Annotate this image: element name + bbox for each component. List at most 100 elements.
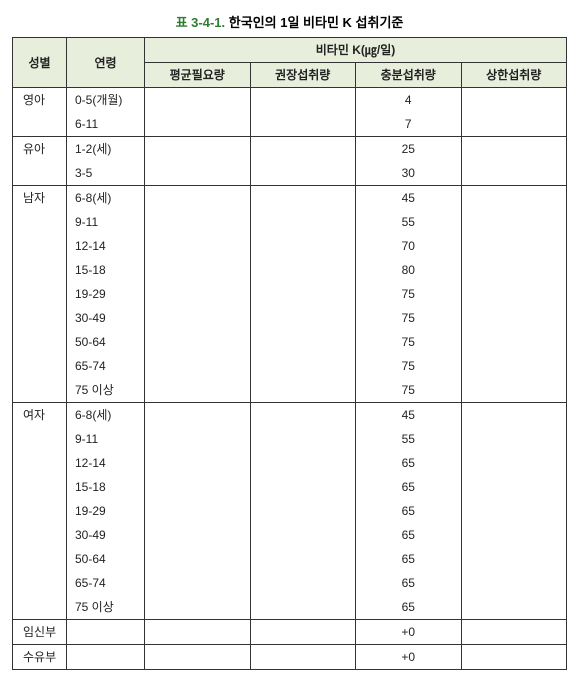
table-row: 50-6465 — [13, 547, 567, 571]
rec-cell — [250, 451, 356, 475]
avg-cell — [145, 451, 251, 475]
rec-cell — [250, 547, 356, 571]
avg-cell — [145, 378, 251, 403]
ade-cell: 75 — [356, 378, 462, 403]
ade-cell: 65 — [356, 475, 462, 499]
age-cell: 19-29 — [67, 499, 145, 523]
ade-cell: 65 — [356, 451, 462, 475]
table-row: 임신부+0 — [13, 620, 567, 645]
avg-cell — [145, 330, 251, 354]
table-row: 75 이상 65 — [13, 595, 567, 620]
rec-cell — [250, 475, 356, 499]
ul-cell — [461, 282, 567, 306]
ade-cell: 25 — [356, 137, 462, 162]
ade-cell: 75 — [356, 282, 462, 306]
rec-cell — [250, 523, 356, 547]
rec-cell — [250, 88, 356, 113]
table-row: 12-1470 — [13, 234, 567, 258]
rec-cell — [250, 354, 356, 378]
table-row: 3-530 — [13, 161, 567, 186]
ade-cell: 45 — [356, 186, 462, 211]
rec-cell — [250, 282, 356, 306]
age-cell: 6-11 — [67, 112, 145, 137]
rec-cell — [250, 499, 356, 523]
table-row: 수유부 +0 — [13, 645, 567, 670]
age-cell: 30-49 — [67, 523, 145, 547]
rec-cell — [250, 571, 356, 595]
age-cell: 19-29 — [67, 282, 145, 306]
rec-cell — [250, 258, 356, 282]
ul-cell — [461, 451, 567, 475]
ul-cell — [461, 645, 567, 670]
avg-cell — [145, 161, 251, 186]
ul-cell — [461, 234, 567, 258]
table-row: 30-49 65 — [13, 523, 567, 547]
avg-cell — [145, 595, 251, 620]
avg-cell — [145, 282, 251, 306]
avg-cell — [145, 88, 251, 113]
age-cell: 75 이상 — [67, 595, 145, 620]
avg-cell — [145, 210, 251, 234]
rec-cell — [250, 137, 356, 162]
age-cell — [67, 645, 145, 670]
ade-cell: 75 — [356, 306, 462, 330]
age-cell: 12-14 — [67, 234, 145, 258]
ade-cell: 65 — [356, 547, 462, 571]
rec-cell — [250, 403, 356, 428]
age-cell: 1-2(세) — [67, 137, 145, 162]
table-row: 15-1880 — [13, 258, 567, 282]
gender-cell: 영아 — [13, 88, 67, 137]
ade-cell: 55 — [356, 427, 462, 451]
rec-cell — [250, 161, 356, 186]
age-cell: 0-5(개월) — [67, 88, 145, 113]
avg-cell — [145, 499, 251, 523]
col-ul: 상한섭취량 — [461, 63, 567, 88]
ade-cell: 4 — [356, 88, 462, 113]
avg-cell — [145, 523, 251, 547]
table-row: 19-2965 — [13, 499, 567, 523]
table-row: 15-18 65 — [13, 475, 567, 499]
avg-cell — [145, 186, 251, 211]
rec-cell — [250, 234, 356, 258]
age-cell: 50-64 — [67, 330, 145, 354]
ul-cell — [461, 306, 567, 330]
col-age: 연령 — [67, 38, 145, 88]
gender-cell: 여자 — [13, 403, 67, 620]
ul-cell — [461, 475, 567, 499]
ade-cell: 30 — [356, 161, 462, 186]
avg-cell — [145, 137, 251, 162]
col-rec: 권장섭취량 — [250, 63, 356, 88]
ul-cell — [461, 427, 567, 451]
avg-cell — [145, 620, 251, 645]
avg-cell — [145, 547, 251, 571]
ade-cell: 55 — [356, 210, 462, 234]
ul-cell — [461, 354, 567, 378]
col-ade: 충분섭취량 — [356, 63, 462, 88]
table-row: 50-6475 — [13, 330, 567, 354]
ul-cell — [461, 112, 567, 137]
rec-cell — [250, 620, 356, 645]
ul-cell — [461, 499, 567, 523]
table-row: 유아1-2(세)25 — [13, 137, 567, 162]
avg-cell — [145, 112, 251, 137]
age-cell: 15-18 — [67, 475, 145, 499]
ul-cell — [461, 403, 567, 428]
ade-cell: +0 — [356, 645, 462, 670]
ul-cell — [461, 258, 567, 282]
table-title: 표 3-4-1. 한국인의 1일 비타민 K 섭취기준 — [12, 12, 567, 31]
avg-cell — [145, 258, 251, 282]
avg-cell — [145, 571, 251, 595]
rec-cell — [250, 330, 356, 354]
age-cell: 12-14 — [67, 451, 145, 475]
age-cell — [67, 620, 145, 645]
ul-cell — [461, 161, 567, 186]
table-row: 9-1155 — [13, 427, 567, 451]
rec-cell — [250, 186, 356, 211]
ade-cell: 65 — [356, 523, 462, 547]
ade-cell: 65 — [356, 595, 462, 620]
ul-cell — [461, 88, 567, 113]
rec-cell — [250, 427, 356, 451]
age-cell: 15-18 — [67, 258, 145, 282]
gender-cell: 수유부 — [13, 645, 67, 670]
table-caption: 한국인의 1일 비타민 K 섭취기준 — [229, 15, 404, 30]
